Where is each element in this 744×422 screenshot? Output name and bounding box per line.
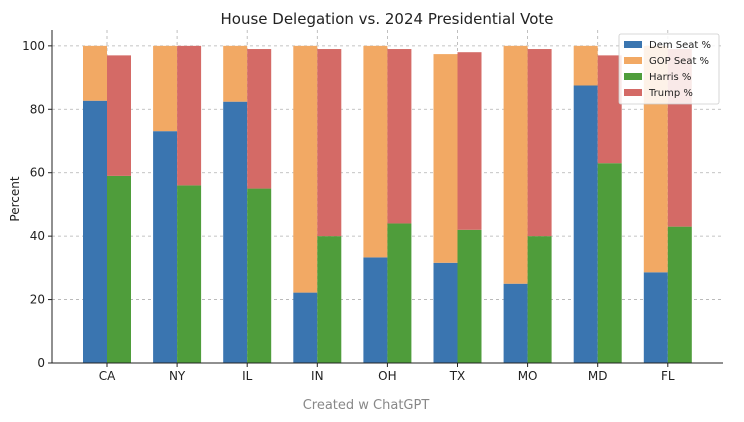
bar-dem-seat-in [293,292,318,363]
x-tick-label-il: IL [242,369,253,383]
bar-dem-seat-oh [363,257,388,363]
bar-gop-seat-in [293,45,318,293]
bar-dem-seat-mo [503,283,528,363]
chart-title: House Delegation vs. 2024 Presidential V… [221,10,554,28]
x-tick-label-ca: CA [99,369,116,383]
bar-harris-ca [107,175,131,363]
bar-gop-seat-mo [503,45,528,284]
bar-gop-seat-ny [153,45,178,132]
bar-harris-md [597,163,622,363]
bar-trump-md [597,55,622,164]
legend-label-gop-seat: GOP Seat % [649,56,709,67]
legend-swatch-trump [624,89,642,96]
bar-harris-ny [177,185,202,363]
bar-trump-oh [387,49,412,224]
axes-layer [48,30,723,367]
legend-label-dem-seat: Dem Seat % [649,40,711,51]
y-tick-label: 80 [30,102,45,116]
bar-trump-in [317,49,342,237]
x-tick-label-tx: TX [449,369,466,383]
y-axis-label: Percent [8,176,22,221]
y-tick-label: 0 [37,356,45,370]
x-tick-label-md: MD [588,369,608,383]
bar-dem-seat-tx [433,262,458,363]
bar-dem-seat-ny [153,131,178,363]
bar-trump-tx [457,52,482,230]
bar-harris-in [317,236,342,363]
legend-box [618,33,720,105]
y-tick-label: 60 [30,166,45,180]
bar-harris-il [247,188,272,363]
y-tick-label: 100 [22,39,45,53]
bar-dem-seat-fl [643,272,668,363]
y-tick-label: 40 [30,229,45,243]
bars-layer [83,45,692,364]
legend: Dem Seat % GOP Seat % Harris % Trump % [618,33,720,105]
ticks-layer: 0 20 40 60 80 100 CA NY IL IN OH TX MO MD FL [22,39,675,383]
bar-trump-ca [107,55,131,176]
x-tick-label-mo: MO [518,369,538,383]
x-tick-label-in: IN [311,369,324,383]
bar-gop-seat-ca [83,45,107,101]
bar-harris-oh [387,223,412,363]
bar-trump-ny [177,45,202,186]
bar-gop-seat-il [223,45,248,102]
legend-label-trump: Trump % [648,88,693,99]
x-tick-label-oh: OH [378,369,396,383]
bar-gop-seat-md [573,45,598,86]
bar-harris-fl [667,226,692,363]
bar-gop-seat-tx [433,54,458,263]
legend-swatch-gop-seat [624,57,642,64]
legend-swatch-harris [624,73,642,80]
y-tick-label: 20 [30,293,45,307]
bar-gop-seat-oh [363,45,388,258]
bar-dem-seat-il [223,101,248,363]
legend-label-harris: Harris % [649,72,691,83]
x-tick-label-ny: NY [169,369,186,383]
bar-harris-tx [457,229,482,363]
bar-harris-mo [527,236,552,363]
bar-trump-il [247,49,272,189]
x-tick-label-fl: FL [661,369,675,383]
legend-swatch-dem-seat [624,41,642,48]
bar-dem-seat-md [573,85,598,363]
bar-trump-mo [527,49,552,237]
bar-dem-seat-ca [83,100,107,364]
credit-text: Created w ChatGPT [303,398,430,413]
